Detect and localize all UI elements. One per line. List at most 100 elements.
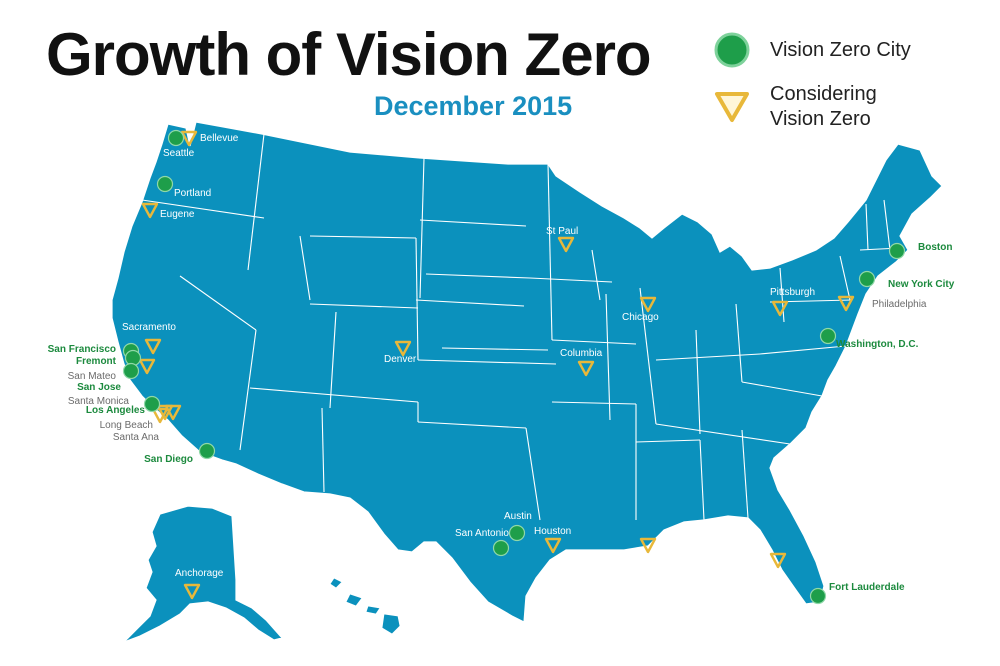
legend-considering-label-line1: Considering <box>770 83 877 105</box>
state-border-line <box>639 287 657 425</box>
city-label-long-beach: Long Beach <box>100 420 153 431</box>
state-border-line <box>741 381 823 397</box>
state-border-line <box>547 163 553 341</box>
state-border-line <box>415 299 525 307</box>
contiguous-us-shape <box>111 121 943 623</box>
city-label-austin: Austin <box>504 511 532 522</box>
considering-marker-sacramento <box>144 338 162 355</box>
state-border-line <box>415 237 419 361</box>
legend: Vision Zero City Considering Vision Zero <box>712 30 982 130</box>
city-label-washington-d-c: Washington, D.C. <box>836 339 919 350</box>
city-label-fort-lauderdale: Fort Lauderdale <box>829 582 905 593</box>
city-label-san-diego: San Diego <box>144 454 193 465</box>
state-border-line <box>329 311 337 409</box>
land-shapes <box>111 121 943 643</box>
city-markers <box>122 129 906 605</box>
city-label-san-mateo: San Mateo <box>68 371 117 382</box>
city-label-new-york-city: New York City <box>888 279 955 290</box>
vision-zero-marker-san-antonio <box>492 539 510 557</box>
city-label-san-francisco: San Francisco <box>48 344 116 355</box>
city-label-denver: Denver <box>384 354 417 365</box>
considering-marker-st-paul <box>557 236 575 253</box>
city-label-tampa: Tampa <box>740 552 770 563</box>
state-border-line <box>655 353 761 361</box>
city-label-columbia: Columbia <box>560 348 603 359</box>
considering-vision-zero-icon <box>715 92 749 122</box>
city-label-fremont: Fremont <box>76 356 117 367</box>
considering-marker-anchorage <box>183 583 201 600</box>
state-border-line <box>695 329 701 435</box>
legend-considering-label-line2: Vision Zero <box>770 108 871 130</box>
city-label-anchorage: Anchorage <box>175 568 224 579</box>
state-border-line <box>635 439 701 443</box>
map-subtitle: December 2015 <box>374 91 573 121</box>
considering-marker-pittsburgh <box>771 300 789 317</box>
vision-zero-marker-san-jose <box>122 362 140 380</box>
state-border-line <box>239 329 257 451</box>
city-label-philadelphia: Philadelphia <box>872 299 927 310</box>
state-border-line <box>759 345 847 355</box>
vision-zero-city-icon <box>714 32 750 68</box>
state-border-line <box>883 199 891 251</box>
legend-vision-zero-label: Vision Zero City <box>770 39 911 61</box>
vision-zero-marker-austin <box>508 524 526 542</box>
hawaii-island-3 <box>365 605 381 615</box>
state-border-line <box>417 359 557 365</box>
state-border-line <box>655 423 791 445</box>
city-label-santa-ana: Santa Ana <box>113 432 160 443</box>
state-border-line <box>419 157 425 299</box>
city-label-pittsburgh: Pittsburgh <box>770 287 815 298</box>
city-label-san-antonio: San Antonio <box>455 528 509 539</box>
state-borders <box>141 133 901 521</box>
considering-marker-tampa <box>769 552 787 569</box>
state-border-line <box>529 277 613 283</box>
alaska-shape <box>123 505 284 643</box>
state-border-line <box>699 439 705 521</box>
vision-zero-marker-new-york-city <box>858 270 876 288</box>
state-border-line <box>141 199 265 219</box>
state-border-line <box>525 427 541 521</box>
considering-marker-san-mateo <box>138 358 156 375</box>
city-label-boston: Boston <box>918 242 952 253</box>
hawaii-island-2 <box>345 593 363 607</box>
state-border-line <box>605 293 611 421</box>
hawaii-islands <box>329 577 401 635</box>
hawaii-island-1 <box>329 577 343 589</box>
considering-marker-denver <box>394 340 412 357</box>
considering-marker-santa-ana <box>164 404 182 421</box>
state-border-line <box>441 347 549 351</box>
state-border-line <box>419 219 527 227</box>
state-border-line <box>741 429 749 519</box>
vision-zero-marker-washington-d-c <box>819 327 837 345</box>
considering-marker-chicago <box>639 296 657 313</box>
state-border-line <box>179 275 257 331</box>
city-label-san-jose: San Jose <box>77 382 121 393</box>
city-label-new-orleans: New Orleans <box>658 538 716 549</box>
state-border-line <box>247 133 265 271</box>
considering-marker-eugene <box>141 202 159 219</box>
city-label-los-angeles: Los Angeles <box>86 405 146 416</box>
state-border-line <box>735 303 743 383</box>
considering-marker-bellevue <box>180 130 198 147</box>
vision-zero-marker-san-diego <box>198 442 216 460</box>
considering-marker-new-orleans <box>639 537 657 554</box>
state-border-line <box>551 401 637 405</box>
vision-zero-marker-portland <box>156 175 174 193</box>
state-border-line <box>417 421 527 429</box>
state-border-line <box>299 235 311 301</box>
considering-marker-philadelphia <box>837 295 855 312</box>
vision-zero-marker-fort-lauderdale <box>809 587 827 605</box>
city-label-portland: Portland <box>174 188 211 199</box>
city-label-chicago: Chicago <box>622 312 659 323</box>
city-label-santa-monica: Santa Monica <box>68 396 130 407</box>
considering-marker-columbia <box>577 360 595 377</box>
city-label-eugene: Eugene <box>160 209 195 220</box>
state-border-line <box>551 339 637 345</box>
city-label-bellevue: Bellevue <box>200 133 239 144</box>
state-border-line <box>321 407 325 493</box>
state-border-line <box>591 249 601 301</box>
vision-zero-marker-los-angeles <box>143 395 161 413</box>
state-border-line <box>779 267 785 323</box>
